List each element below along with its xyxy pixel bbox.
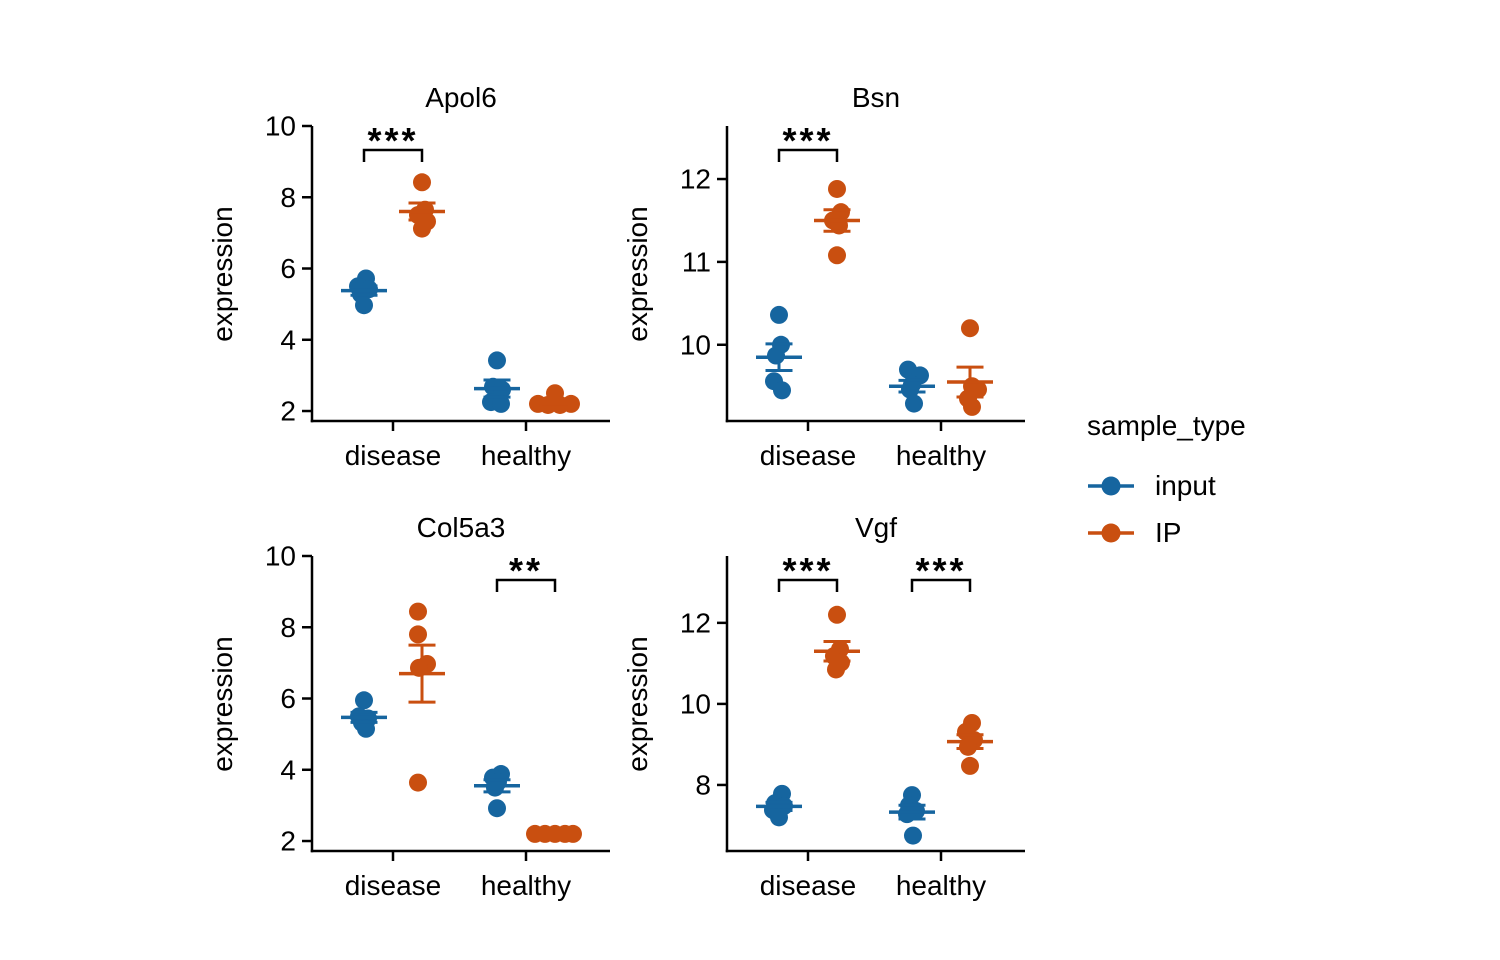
data-point bbox=[355, 691, 373, 710]
y-tick-label: 12 bbox=[680, 164, 711, 195]
legend-entry-label: IP bbox=[1155, 516, 1182, 548]
data-point bbox=[773, 381, 791, 400]
data-point bbox=[355, 296, 373, 315]
significance-stars: *** bbox=[782, 120, 833, 161]
y-tick-label: 8 bbox=[695, 769, 711, 800]
legend-entry-input: input bbox=[1087, 462, 1246, 509]
panel-title: Col5a3 bbox=[417, 512, 506, 543]
significance-bracket bbox=[362, 148, 424, 162]
plot-area: 2 4 6 8 10 disease healthy *** bbox=[265, 111, 610, 471]
y-tick-label: 2 bbox=[280, 396, 296, 427]
data-point bbox=[961, 756, 979, 775]
panel-col5a3: Col5a3 expression 2 4 6 8 10 disease healthy ** bbox=[205, 480, 645, 930]
data-point bbox=[409, 773, 427, 792]
y-axis-label: expression bbox=[622, 636, 653, 771]
ip-point-icon bbox=[1088, 523, 1134, 542]
significance-stars: ** bbox=[509, 550, 543, 591]
data-point bbox=[409, 602, 427, 621]
data-point bbox=[357, 719, 375, 738]
panel-vgf: Vgf expression 8 10 12 disease healthy *** *** bbox=[620, 480, 1060, 930]
x-tick-label: healthy bbox=[896, 440, 986, 471]
legend-entry-label: input bbox=[1155, 469, 1216, 501]
plot-area: 2 4 6 8 10 disease healthy ** bbox=[265, 541, 610, 901]
legend: sample_type input IP bbox=[1087, 410, 1246, 556]
y-tick-label: 2 bbox=[280, 826, 296, 857]
data-point bbox=[492, 394, 510, 413]
data-point bbox=[488, 799, 506, 818]
data-point bbox=[828, 246, 846, 265]
y-tick-label: 10 bbox=[680, 329, 711, 360]
significance-stars: *** bbox=[367, 120, 418, 161]
significance-bracket bbox=[495, 578, 557, 592]
y-tick-label: 4 bbox=[280, 754, 296, 785]
y-tick-label: 8 bbox=[280, 612, 296, 643]
data-point bbox=[770, 808, 788, 827]
legend-entry-ip: IP bbox=[1087, 509, 1246, 556]
x-tick-label: healthy bbox=[896, 870, 986, 901]
data-point bbox=[963, 397, 981, 416]
data-point bbox=[828, 179, 846, 198]
panel-apol6: Apol6 expression 2 4 6 8 10 disease healthy *** bbox=[205, 50, 645, 500]
significance-bracket bbox=[777, 148, 839, 162]
significance-bracket bbox=[910, 578, 972, 592]
y-tick-label: 6 bbox=[280, 683, 296, 714]
data-point bbox=[770, 305, 788, 324]
y-tick-label: 10 bbox=[265, 111, 296, 142]
y-tick-label: 10 bbox=[265, 541, 296, 572]
y-tick-label: 12 bbox=[680, 607, 711, 638]
y-axis-label: expression bbox=[622, 206, 653, 341]
y-tick-label: 8 bbox=[280, 182, 296, 213]
x-tick-label: healthy bbox=[481, 440, 571, 471]
data-point bbox=[827, 660, 845, 679]
panel-title: Bsn bbox=[852, 82, 900, 113]
data-point bbox=[413, 173, 431, 192]
data-point bbox=[413, 219, 431, 238]
y-axis-label: expression bbox=[207, 206, 238, 341]
legend-title: sample_type bbox=[1087, 410, 1246, 441]
y-tick-label: 11 bbox=[682, 246, 711, 277]
data-point bbox=[488, 351, 506, 370]
x-tick-label: disease bbox=[345, 870, 442, 901]
x-tick-label: disease bbox=[760, 440, 857, 471]
input-point-icon bbox=[1088, 476, 1134, 495]
y-tick-label: 10 bbox=[680, 688, 711, 719]
y-tick-label: 6 bbox=[280, 253, 296, 284]
data-point bbox=[486, 778, 504, 797]
y-tick-label: 4 bbox=[280, 324, 296, 355]
data-point bbox=[961, 319, 979, 338]
panel-title: Apol6 bbox=[425, 82, 497, 113]
x-tick-label: disease bbox=[345, 440, 442, 471]
significance-bracket bbox=[777, 578, 839, 592]
panel-title: Vgf bbox=[855, 512, 897, 543]
significance-stars: *** bbox=[782, 550, 833, 591]
panel-bsn: Bsn expression 10 11 12 disease healthy *** bbox=[620, 50, 1060, 500]
data-point bbox=[828, 605, 846, 624]
plot-area: 10 11 12 disease healthy *** bbox=[680, 120, 1025, 471]
data-point bbox=[905, 394, 923, 413]
plot-area: 8 10 12 disease healthy *** *** bbox=[680, 550, 1025, 901]
data-point bbox=[904, 826, 922, 845]
x-tick-label: healthy bbox=[481, 870, 571, 901]
y-axis-label: expression bbox=[207, 636, 238, 771]
data-point bbox=[409, 625, 427, 644]
significance-stars: *** bbox=[915, 550, 966, 591]
x-tick-label: disease bbox=[760, 870, 857, 901]
